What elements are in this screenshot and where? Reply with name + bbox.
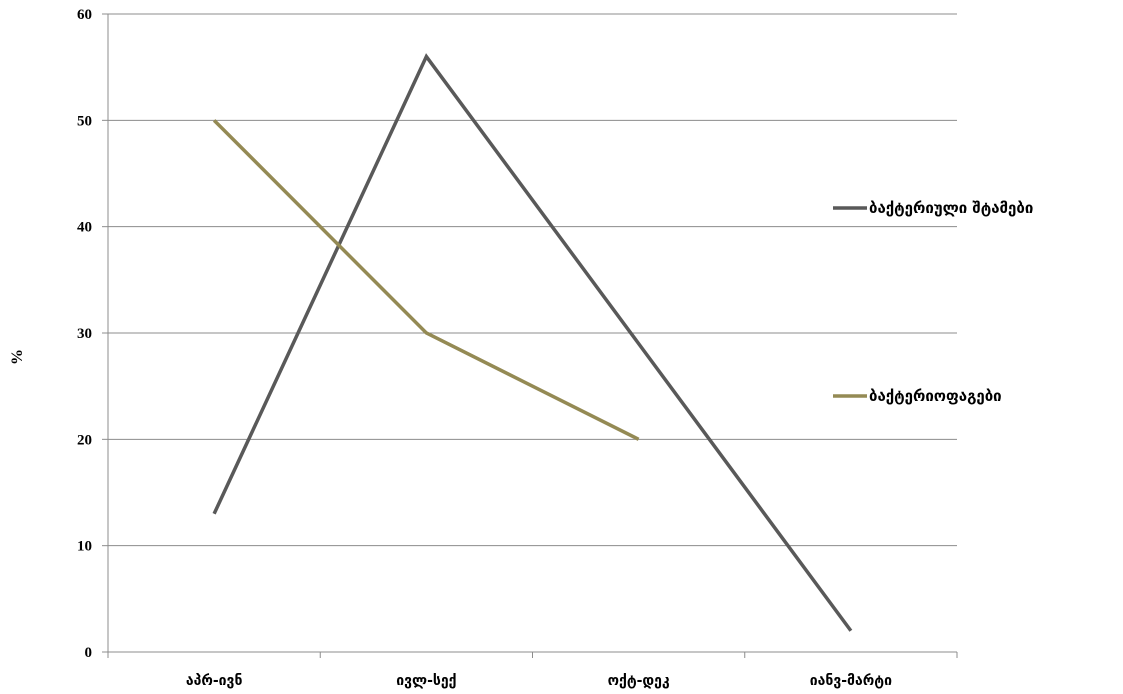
x-axis: აპრ-ივნ ივლ-სექ ოქტ-დეკ იანვ-მარტი <box>107 651 958 689</box>
series-line-2 <box>212 119 640 441</box>
series-lines <box>212 53 853 632</box>
y-tick-label: 50 <box>77 113 92 129</box>
y-tick-label: 0 <box>85 645 93 661</box>
series-line-1 <box>212 53 853 632</box>
y-tick-label: 30 <box>77 326 92 342</box>
x-tick-label: ივლ-სექ <box>396 673 456 689</box>
legend: ბაქტერიული შტამები ბაქტერიოფაგები <box>833 199 1033 405</box>
x-tick-label: აპრ-ივნ <box>186 673 243 689</box>
y-tick-label: 10 <box>77 539 92 555</box>
legend-label-1: ბაქტერიული შტამები <box>869 199 1033 217</box>
x-tick-label: ოქტ-დეკ <box>608 673 670 689</box>
y-axis: 0 10 20 30 40 50 60 <box>77 7 109 661</box>
x-tick-label: იანვ-მარტი <box>810 673 892 689</box>
y-axis-label: % <box>9 349 26 365</box>
legend-label-2: ბაქტერიოფაგები <box>869 387 1002 405</box>
y-tick-label: 40 <box>77 220 92 236</box>
y-tick-label: 60 <box>77 7 92 23</box>
y-tick-label: 20 <box>77 432 92 448</box>
